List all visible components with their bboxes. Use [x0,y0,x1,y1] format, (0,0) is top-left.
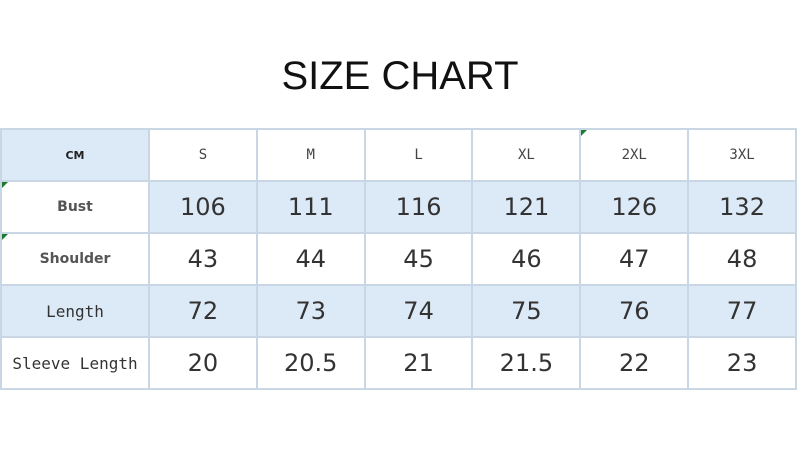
value-cell: 48 [687,232,797,286]
value-cell: 44 [255,232,366,286]
value-cell: 75 [471,284,582,338]
value-cell: 76 [579,284,690,338]
table-row: Sleeve Length 20 20.5 21 21.5 22 23 [0,336,797,390]
value-cell: 23 [687,336,797,390]
value-cell: 77 [687,284,797,338]
table-row: Bust 106 111 116 121 126 132 [0,180,797,234]
size-header: S [148,128,258,182]
row-label: Length [0,284,150,338]
value-cell: 21 [363,336,474,390]
table-row: Length 72 73 74 75 76 77 [0,284,797,338]
unit-cell: CM [0,128,150,182]
row-label: Shoulder [0,232,150,286]
value-cell: 111 [255,180,366,234]
value-cell: 72 [148,284,258,338]
value-cell: 73 [255,284,366,338]
value-cell: 106 [148,180,258,234]
row-label: Sleeve Length [0,336,150,390]
size-chart-table: CM S M L XL 2XL 3XL Bust 106 111 116 121… [0,128,797,390]
size-header: 3XL [687,128,797,182]
value-cell: 21.5 [471,336,582,390]
size-header: 2XL [579,128,690,182]
size-header: L [363,128,474,182]
value-cell: 116 [363,180,474,234]
header-row: CM S M L XL 2XL 3XL [0,128,797,182]
size-header: M [255,128,366,182]
row-label: Bust [0,180,150,234]
page-title: SIZE CHART [281,54,519,98]
value-cell: 74 [363,284,474,338]
value-cell: 121 [471,180,582,234]
size-header: XL [471,128,582,182]
table-row: Shoulder 43 44 45 46 47 48 [0,232,797,286]
value-cell: 46 [471,232,582,286]
value-cell: 132 [687,180,797,234]
value-cell: 20 [148,336,258,390]
value-cell: 22 [579,336,690,390]
value-cell: 43 [148,232,258,286]
value-cell: 20.5 [255,336,366,390]
value-cell: 126 [579,180,690,234]
value-cell: 47 [579,232,690,286]
value-cell: 45 [363,232,474,286]
